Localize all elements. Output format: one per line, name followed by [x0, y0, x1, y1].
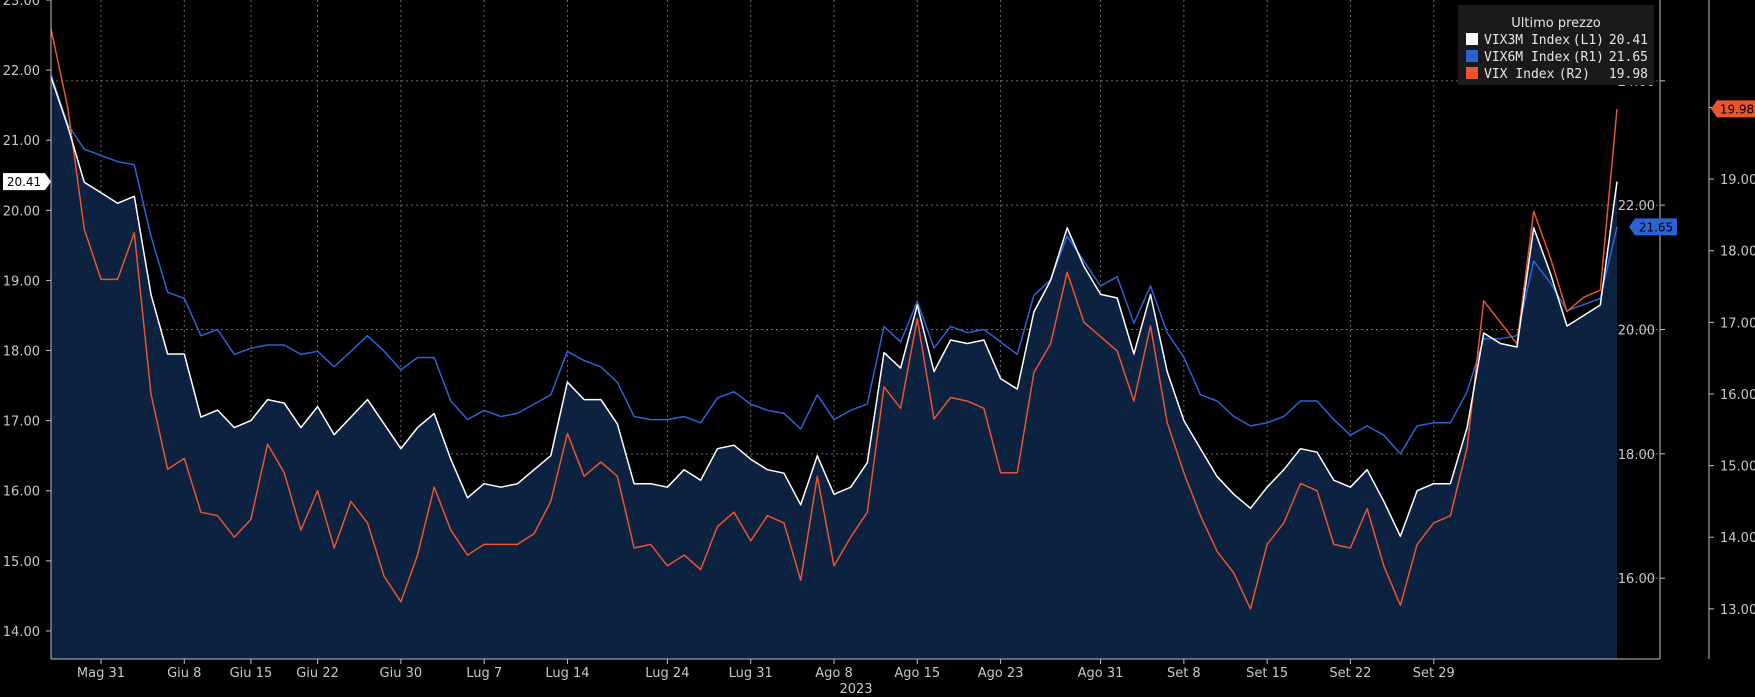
x-tick-label: Set 29: [1413, 666, 1455, 681]
x-tick-label: Lug 14: [545, 666, 589, 681]
last-price-badge-vix: [1711, 100, 1755, 118]
x-tick-label: Lug 24: [645, 666, 689, 681]
last-price-badges: 20.41 21.65 19.98: [3, 100, 1755, 236]
x-tick-label: Lug 31: [729, 666, 773, 681]
x-tick-label: Giu 30: [380, 666, 423, 681]
vix3m-area: [51, 77, 1617, 660]
legend-swatch-vix3m: [1466, 33, 1478, 45]
x-tick-label: Set 22: [1329, 666, 1371, 681]
legend-swatch-vix: [1466, 67, 1478, 79]
legend-swatch-vix6m: [1466, 50, 1478, 62]
legend-axis-vix: (R2): [1559, 67, 1590, 82]
l1-tick-label: 21.00: [3, 134, 40, 149]
x-tick-label: Giu 15: [230, 666, 273, 681]
r1-tick-label: 18.00: [1618, 448, 1655, 463]
l1-tick-label: 22.00: [3, 64, 40, 79]
l1-tick-label: 16.00: [3, 485, 40, 500]
r2-tick-label: 14.00: [1720, 531, 1755, 546]
l1-tick-label: 20.00: [3, 204, 40, 219]
legend-value-vix6m: 21.65: [1609, 50, 1648, 65]
series-area-vix3m: [51, 77, 1617, 660]
series-lines: [50, 28, 1618, 610]
x-tick-label: Mag 31: [77, 666, 125, 681]
r2-tick-label: 19.00: [1720, 173, 1755, 188]
l1-tick-label: 14.00: [3, 625, 40, 640]
x-tick-label: Ago 15: [894, 666, 940, 681]
last-price-badge-vix6m: [1629, 218, 1677, 236]
x-year-label: 2023: [839, 682, 872, 697]
r2-tick-label: 13.00: [1720, 603, 1755, 618]
r2-tick-label: 17.00: [1720, 316, 1755, 331]
x-tick-label: Lug 7: [466, 666, 502, 681]
x-tick-label: Ago 31: [1078, 666, 1124, 681]
l1-tick-label: 18.00: [3, 345, 40, 360]
last-price-badge-vix3m: [3, 173, 51, 191]
l1-tick-label: 17.00: [3, 415, 40, 430]
legend: Ultimo prezzo VIX3M Index (L1) 20.41 VIX…: [1458, 5, 1654, 85]
last-price-badge-text: 20.41: [7, 175, 41, 189]
series-line-vix3m: [50, 76, 1618, 538]
x-tick-label: Giu 22: [296, 666, 339, 681]
left-axis-L1: 14.00 15.00 16.00 17.00 18.00 19.00 20.00 21.00…: [3, 0, 51, 640]
legend-axis-vix3m: (L1): [1573, 33, 1604, 48]
series-line-vix6m: [50, 74, 1618, 455]
r2-tick-label: 18.00: [1720, 245, 1755, 260]
r1-tick-label: 16.00: [1618, 572, 1655, 587]
l1-tick-label: 15.00: [3, 555, 40, 570]
last-price-badge-text: 19.98: [1720, 102, 1754, 116]
legend-background: [1458, 5, 1654, 85]
r1-tick-label: 22.00: [1618, 199, 1655, 214]
r2-tick-label: 15.00: [1720, 460, 1755, 475]
series-line-vix: [50, 28, 1618, 610]
plot-frame: [50, 0, 1710, 660]
x-tick-label: Ago 23: [978, 666, 1024, 681]
x-tick-label: Ago 8: [815, 666, 853, 681]
legend-value-vix: 19.98: [1609, 67, 1648, 82]
legend-value-vix3m: 20.41: [1609, 33, 1648, 48]
x-tick-label: Set 15: [1246, 666, 1288, 681]
x-tick-label: Giu 8: [167, 666, 201, 681]
r1-tick-label: 20.00: [1618, 324, 1655, 339]
last-price-badge-text: 21.65: [1639, 220, 1673, 234]
l1-tick-label: 19.00: [3, 274, 40, 289]
r2-tick-label: 16.00: [1720, 388, 1755, 403]
legend-axis-vix6m: (R1): [1573, 50, 1604, 65]
legend-name-vix6m: VIX6M Index: [1484, 50, 1570, 65]
legend-name-vix: VIX Index: [1484, 67, 1555, 82]
legend-title: Ultimo prezzo: [1511, 16, 1601, 31]
l1-tick-label: 23.00: [3, 0, 40, 9]
x-axis: 2023 Mag 31 Giu 8 Giu 15 Giu 22 Giu 30 Lug 7 L…: [77, 659, 1455, 697]
x-tick-label: Set 8: [1167, 666, 1201, 681]
legend-name-vix3m: VIX3M Index: [1484, 33, 1570, 48]
